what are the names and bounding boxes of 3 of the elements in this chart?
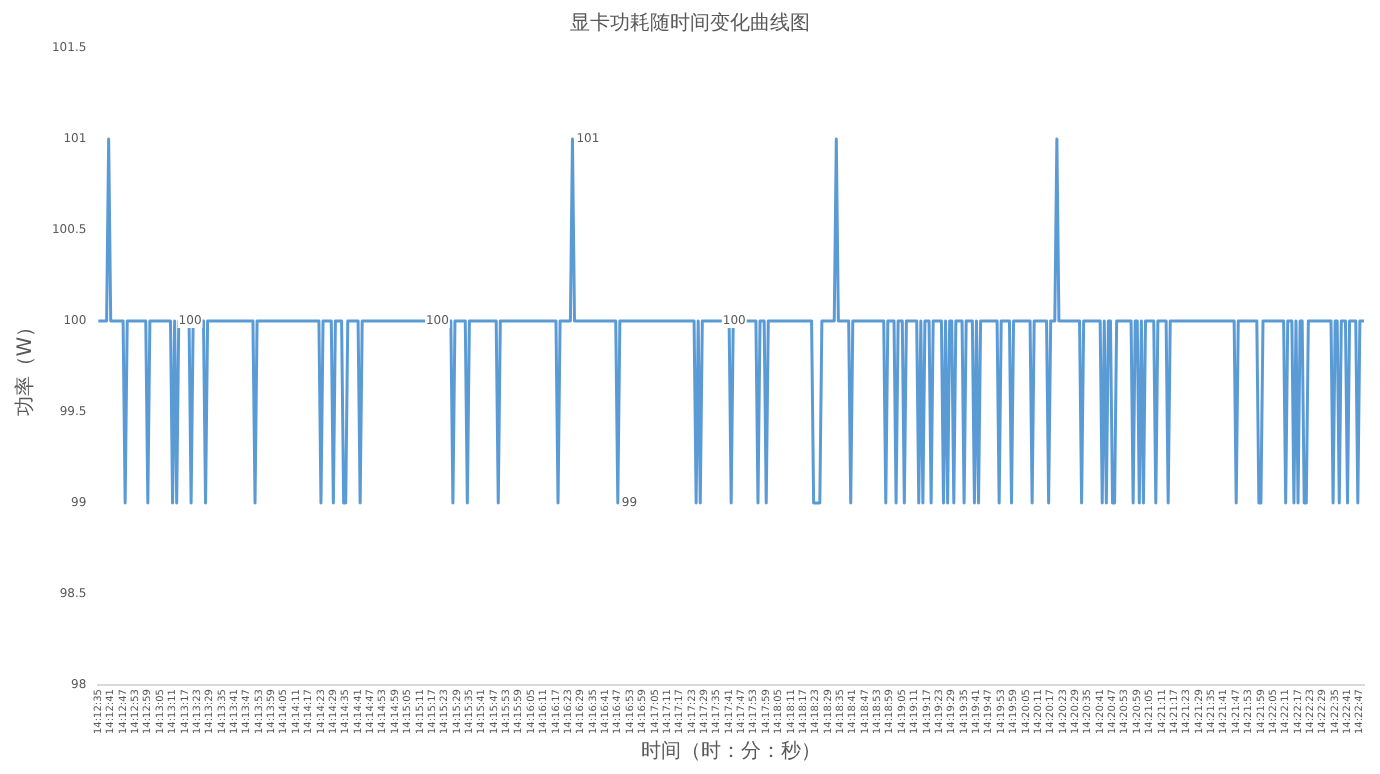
y-axis-title: 功率（W）: [13, 316, 38, 417]
x-axis-title: 时间（时：分：秒）: [641, 739, 822, 764]
chart-title: 显卡功耗随时间变化曲线图: [570, 11, 810, 36]
